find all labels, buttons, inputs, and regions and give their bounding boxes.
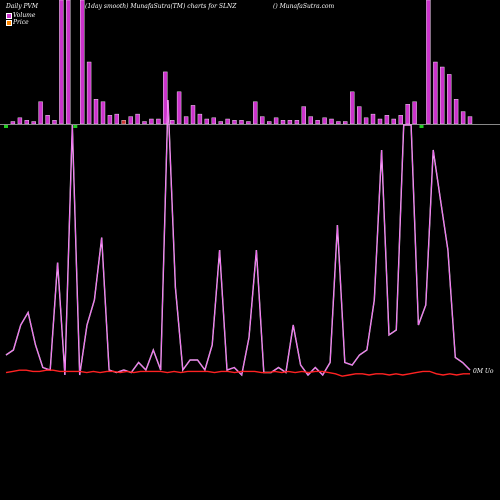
- volume-bar: [398, 115, 403, 125]
- legend-price-swatch: [6, 19, 12, 26]
- volume-bar: [239, 120, 244, 125]
- chart-header-left: Daily PVM: [6, 3, 39, 10]
- volume-bar: [66, 0, 71, 125]
- volume-bar: [329, 118, 334, 125]
- volume-bar: [426, 0, 431, 125]
- volume-bar: [4, 125, 8, 128]
- volume-bar: [467, 116, 473, 125]
- volume-bar: [183, 116, 189, 125]
- volume-bar: [17, 117, 23, 125]
- volume-bar: [45, 115, 50, 125]
- volume-bar: [135, 113, 140, 125]
- volume-bar: [121, 120, 126, 125]
- volume-bar: [260, 116, 265, 125]
- last-value-label: 0M Uo: [473, 368, 494, 375]
- volume-bar: [447, 74, 452, 125]
- legend-volume: Volume: [6, 12, 35, 19]
- volume-line: [5, 99, 471, 377]
- volume-bar: [52, 120, 57, 125]
- volume-bar: [453, 98, 459, 125]
- volume-bar: [287, 120, 293, 125]
- volume-bar: [142, 121, 147, 125]
- volume-bar: [93, 98, 99, 125]
- volume-bar: [218, 121, 223, 125]
- volume-bar: [38, 101, 43, 125]
- volume-bar: [73, 125, 78, 128]
- volume-bar: [100, 101, 106, 125]
- volume-bar: [169, 120, 175, 125]
- volume-bar: [24, 120, 29, 125]
- volume-bar: [204, 118, 210, 125]
- volume-bar: [225, 118, 230, 125]
- volume-bars: [4, 0, 473, 128]
- volume-bar: [176, 91, 182, 125]
- chart-source: () MunafaSutra.com: [273, 3, 335, 10]
- volume-bar: [294, 120, 300, 125]
- volume-bar: [246, 121, 251, 125]
- volume-bar: [31, 121, 36, 125]
- volume-bar: [391, 118, 396, 125]
- volume-bar: [232, 120, 237, 125]
- volume-bar: [350, 91, 355, 125]
- volume-bar: [405, 103, 410, 125]
- volume-bar: [412, 101, 417, 125]
- volume-bar: [322, 117, 327, 125]
- volume-bar: [357, 106, 362, 125]
- volume-bar: [86, 61, 92, 125]
- chart-title: (1day smooth) MunafaSutra(TM) charts for…: [85, 3, 237, 10]
- volume-bar: [211, 117, 217, 125]
- volume-bar: [377, 118, 383, 125]
- volume-bar: [433, 61, 438, 125]
- volume-bar: [315, 120, 320, 125]
- legend-volume-label: Volume: [13, 12, 36, 19]
- volume-bar: [384, 115, 390, 125]
- legend-volume-swatch: [6, 12, 12, 19]
- volume-bar: [336, 121, 341, 125]
- volume-bar: [197, 113, 203, 125]
- volume-bar: [10, 121, 16, 125]
- volume-bar: [301, 106, 306, 125]
- legend-price-label: Price: [13, 19, 29, 26]
- volume-bar: [79, 0, 85, 125]
- volume-bar: [267, 121, 272, 125]
- volume-bar: [273, 117, 279, 125]
- volume-bar: [163, 71, 168, 125]
- volume-bar: [107, 115, 113, 125]
- volume-bar: [308, 116, 313, 125]
- volume-bar: [370, 113, 376, 125]
- volume-bar: [59, 0, 64, 125]
- volume-bar: [343, 121, 348, 125]
- volume-bar: [114, 113, 120, 125]
- volume-bar: [190, 105, 196, 125]
- volume-bar: [419, 125, 424, 128]
- volume-bar: [128, 116, 133, 125]
- price-line: [5, 369, 470, 377]
- volume-bar: [280, 120, 286, 125]
- volume-bar: [156, 118, 161, 125]
- volume-bar: [253, 101, 258, 125]
- volume-bar: [440, 66, 445, 125]
- volume-bar: [149, 118, 154, 125]
- volume-bar: [460, 111, 466, 125]
- legend-price: Price: [6, 19, 29, 26]
- volume-bar: [363, 117, 369, 125]
